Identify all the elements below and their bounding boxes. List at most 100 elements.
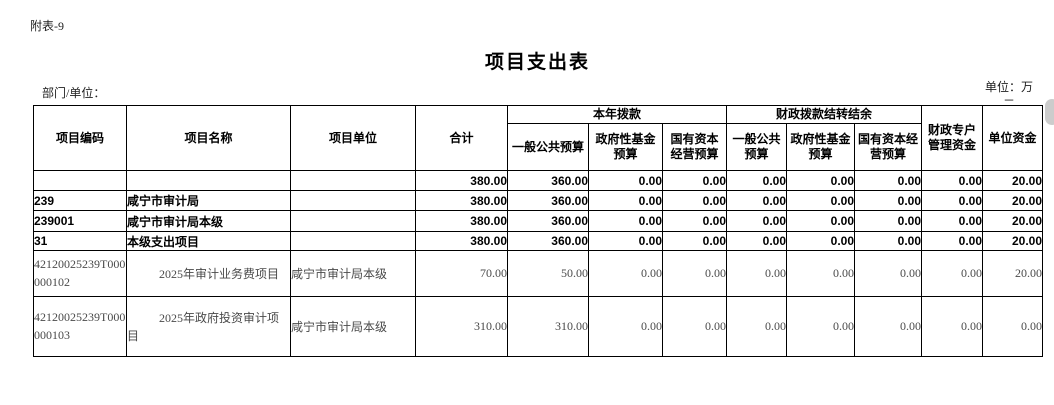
cell-value: 0.00	[726, 170, 787, 191]
cell-value: 380.00	[415, 210, 508, 232]
header-general-public-budget-2: 一般公共预算	[726, 123, 787, 171]
cell-value: 0.00	[921, 190, 983, 211]
header-group-fiscal-carryover: 财政拨款结转结余	[726, 105, 922, 124]
cell-value: 0.00	[854, 210, 922, 232]
cell-value: 0.00	[726, 296, 787, 357]
cell-value: 0.00	[921, 170, 983, 191]
cell-value: 0.00	[854, 296, 922, 357]
header-project-name: 项目名称	[126, 105, 291, 171]
cell-value: 310.00	[507, 296, 589, 357]
header-govt-fund-budget-2: 政府性基金预算	[786, 123, 855, 171]
header-fiscal-special-account-funds: 财政专户管理资金	[921, 105, 983, 171]
header-govt-fund-budget-1: 政府性基金预算	[588, 123, 663, 171]
scrollbar-thumb[interactable]	[1045, 99, 1054, 125]
cell-value: 0.00	[662, 250, 727, 297]
cell-value: 360.00	[507, 210, 589, 232]
table-row-total: 380.00 360.00 0.00 0.00 0.00 0.00 0.00 0…	[33, 170, 1043, 191]
cell-value: 0.00	[921, 210, 983, 232]
cell-value: 310.00	[415, 296, 508, 357]
cell-code: 239001	[33, 210, 127, 232]
cell-value: 360.00	[507, 231, 589, 251]
table-row-project: 42120025239T000000103 2025年政府投资审计项目 咸宁市审…	[33, 296, 1043, 357]
cell-value: 20.00	[982, 250, 1043, 297]
cell-value: 0.00	[588, 170, 663, 191]
cell-value: 0.00	[588, 210, 663, 232]
cell-value: 0.00	[726, 231, 787, 251]
cell-value: 0.00	[982, 296, 1043, 357]
cell-value: 0.00	[921, 296, 983, 357]
cell-value: 380.00	[415, 170, 508, 191]
cell-name: 2025年审计业务费项目	[126, 250, 291, 297]
department-unit-label: 部门/单位：	[42, 86, 106, 100]
cell-value: 0.00	[786, 210, 855, 232]
cell-value: 0.00	[786, 170, 855, 191]
table-row-sub-department: 239001 咸宁市审计局本级 380.00 360.00 0.00 0.00 …	[33, 210, 1043, 232]
cell-value: 20.00	[982, 190, 1043, 211]
cell-value: 20.00	[982, 231, 1043, 251]
cell-unit	[290, 231, 416, 251]
cell-value: 0.00	[662, 231, 727, 251]
cell-value: 0.00	[662, 296, 727, 357]
cell-value: 0.00	[854, 250, 922, 297]
cell-value: 360.00	[507, 170, 589, 191]
cell-value: 0.00	[854, 231, 922, 251]
cell-value: 0.00	[662, 170, 727, 191]
cell-name: 咸宁市审计局	[126, 190, 291, 211]
cell-code: 42120025239T000000102	[33, 250, 127, 297]
cell-value: 0.00	[726, 210, 787, 232]
cell-value: 0.00	[726, 190, 787, 211]
cell-unit	[290, 170, 416, 191]
header-unit-funds: 单位资金	[982, 105, 1043, 171]
cell-value: 360.00	[507, 190, 589, 211]
header-row-subcolumns: 一般公共预算 政府性基金预算 国有资本经营预算 一般公共预算 政府性基金预算 国…	[34, 123, 1043, 171]
cell-name: 2025年政府投资审计项目	[126, 296, 291, 357]
cell-name	[126, 170, 291, 191]
cell-value: 20.00	[982, 170, 1043, 191]
cell-value: 380.00	[415, 231, 508, 251]
cell-value: 0.00	[921, 250, 983, 297]
header-group-current-year-appropriation: 本年拨款	[507, 105, 727, 124]
cell-value: 0.00	[662, 210, 727, 232]
cell-value: 0.00	[588, 231, 663, 251]
table-row-department: 239 咸宁市审计局 380.00 360.00 0.00 0.00 0.00 …	[33, 190, 1043, 211]
header-total: 合计	[415, 105, 508, 171]
cell-value: 0.00	[854, 170, 922, 191]
header-project-unit: 项目单位	[290, 105, 416, 171]
cell-code: 31	[33, 231, 127, 251]
cell-name: 本级支出项目	[126, 231, 291, 251]
header-general-public-budget-1: 一般公共预算	[507, 123, 589, 171]
cell-value: 0.00	[854, 190, 922, 211]
cell-value: 0.00	[588, 250, 663, 297]
cell-code: 42120025239T000000103	[33, 296, 127, 357]
cell-unit	[290, 210, 416, 232]
cell-value: 20.00	[982, 210, 1043, 232]
cell-value: 0.00	[921, 231, 983, 251]
cell-unit: 咸宁市审计局本级	[290, 250, 416, 297]
header-state-capital-budget-1: 国有资本经营预算	[662, 123, 727, 171]
table-row-category: 31 本级支出项目 380.00 360.00 0.00 0.00 0.00 0…	[33, 231, 1043, 251]
cell-code: 239	[33, 190, 127, 211]
cell-value: 50.00	[507, 250, 589, 297]
cell-value: 0.00	[786, 231, 855, 251]
unit-note-label: 单位：万元	[984, 80, 1033, 103]
cell-value: 0.00	[588, 190, 663, 211]
page-title: 项目支出表	[484, 52, 590, 73]
cell-value: 70.00	[415, 250, 508, 297]
cell-value: 0.00	[588, 296, 663, 357]
cell-value: 380.00	[415, 190, 508, 211]
cell-value: 0.00	[786, 190, 855, 211]
cell-value: 0.00	[662, 190, 727, 211]
project-expenditure-table: 项目编码 项目名称 项目单位 合计 本年拨款 财政拨款结转结余 财政专户管理资金…	[33, 105, 1043, 357]
cell-value: 0.00	[786, 296, 855, 357]
table-row-project: 42120025239T000000102 2025年审计业务费项目 咸宁市审计…	[33, 250, 1043, 297]
cell-value: 0.00	[786, 250, 855, 297]
attachment-label: 附表-9	[30, 19, 64, 33]
cell-unit	[290, 190, 416, 211]
cell-name: 咸宁市审计局本级	[126, 210, 291, 232]
header-row-groups: 项目编码 项目名称 项目单位 合计 本年拨款 财政拨款结转结余 财政专户管理资金…	[33, 105, 1043, 171]
cell-value: 0.00	[726, 250, 787, 297]
header-project-code: 项目编码	[33, 105, 127, 171]
header-state-capital-budget-2: 国有资本经营预算	[854, 123, 922, 171]
cell-unit: 咸宁市审计局本级	[290, 296, 416, 357]
